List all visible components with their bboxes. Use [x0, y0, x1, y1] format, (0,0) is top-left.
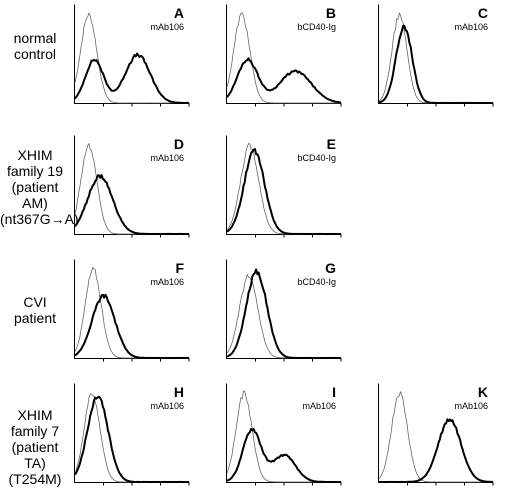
row-label-cvi-patient: CVI patient	[0, 294, 70, 326]
control-histogram-line	[378, 391, 494, 483]
row-label-line: (T254M)	[8, 471, 62, 487]
row-label-line: (nt367G→A)	[0, 211, 79, 227]
reagent-label: mAb106	[454, 22, 488, 32]
stained-histogram-line	[226, 268, 341, 359]
panel-letter: F	[175, 260, 184, 276]
reagent-label: bCD40-Ig	[297, 277, 336, 287]
stained-histogram-line	[226, 57, 342, 104]
histogram-panel-g: G bCD40-Ig	[226, 259, 342, 362]
histogram-plot	[74, 4, 190, 107]
panel-letter: C	[477, 5, 488, 21]
panel-letter: G	[325, 260, 336, 276]
stained-histogram-line	[378, 24, 493, 104]
control-histogram-line	[74, 12, 190, 104]
stained-histogram-line	[74, 293, 190, 359]
panel-letter: K	[477, 384, 488, 400]
row-label-line: control	[13, 46, 57, 62]
axis-frame	[226, 4, 342, 104]
stained-histogram-line	[74, 395, 189, 483]
histogram-panel-c: C mAb106	[378, 4, 494, 107]
histogram-plot	[74, 135, 190, 238]
histogram-panel-a: A mAb106	[74, 4, 190, 107]
reagent-label: bCD40-Ig	[297, 153, 336, 163]
histogram-plot	[226, 4, 342, 107]
row-label-xhim-family-19: XHIM family 19 (patient AM) (nt367G→A)	[0, 147, 79, 227]
panel-letter: I	[332, 384, 336, 400]
panel-letter: B	[325, 5, 336, 21]
axis-frame	[74, 259, 190, 359]
histogram-plot	[74, 383, 190, 486]
reagent-label: mAb106	[454, 401, 488, 411]
histogram-plot	[74, 259, 190, 362]
axis-frame	[226, 383, 342, 483]
histogram-panel-f: F mAb106	[74, 259, 190, 362]
histogram-panel-i: I mAb106	[226, 383, 342, 486]
histogram-plot	[378, 4, 494, 107]
histogram-panel-k: K mAb106	[378, 383, 494, 486]
row-label-line: (patient AM)	[11, 179, 59, 211]
row-label-xhim-family-7: XHIM family 7 (patient TA) (T254M)	[0, 407, 70, 487]
stained-histogram-line	[226, 427, 341, 483]
histogram-panel-d: D mAb106	[74, 135, 190, 238]
row-label-line: family 19	[6, 163, 64, 179]
axis-frame	[74, 135, 190, 235]
reagent-label: mAb106	[150, 401, 184, 411]
histogram-plot	[226, 259, 342, 362]
panel-letter: E	[326, 136, 336, 152]
reagent-label: bCD40-Ig	[297, 22, 336, 32]
reagent-label: mAb106	[150, 153, 184, 163]
panel-letter: D	[173, 136, 184, 152]
histogram-panel-h: H mAb106	[74, 383, 190, 486]
row-label-line: family 7	[10, 423, 60, 439]
row-label-line: XHIM	[17, 407, 53, 423]
axis-frame	[378, 383, 494, 483]
row-label-line: (patient TA)	[11, 439, 59, 471]
control-histogram-line	[226, 12, 342, 104]
reagent-label: mAb106	[150, 277, 184, 287]
stained-histogram-line	[379, 418, 493, 483]
histogram-panel-b: B bCD40-Ig	[226, 4, 342, 107]
panel-letter: A	[173, 5, 184, 21]
row-label-normal-control: normal control	[0, 30, 70, 62]
stained-histogram-line	[74, 174, 189, 235]
histogram-plot	[226, 383, 342, 486]
axis-frame	[74, 4, 190, 104]
stained-histogram-line	[226, 148, 341, 235]
histogram-plot	[378, 383, 494, 486]
row-label-line: patient	[13, 310, 57, 326]
reagent-label: mAb106	[150, 22, 184, 32]
stained-histogram-line	[74, 52, 190, 104]
panel-letter: H	[173, 384, 184, 400]
row-label-line: XHIM	[17, 147, 53, 163]
reagent-label: mAb106	[302, 401, 336, 411]
axis-frame	[74, 383, 190, 483]
histogram-plot	[226, 135, 342, 238]
histogram-panel-e: E bCD40-Ig	[226, 135, 342, 238]
row-label-line: normal	[13, 30, 57, 46]
row-label-line: CVI	[23, 294, 47, 310]
